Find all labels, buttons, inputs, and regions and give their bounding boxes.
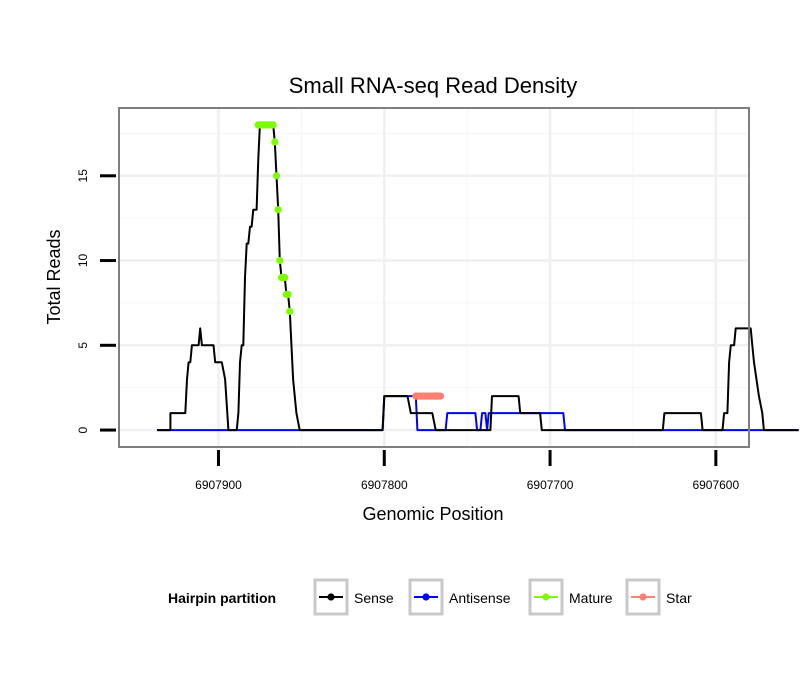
series-mature-point-19 — [286, 307, 294, 315]
legend-entry-star: Star — [625, 578, 692, 616]
legend-key-dot — [542, 593, 550, 601]
legend-label: Antisense — [449, 590, 511, 606]
legend-label: Mature — [569, 590, 613, 606]
grid-lines — [119, 108, 749, 447]
legend-key-dot — [327, 593, 335, 601]
legend-label: Star — [666, 590, 692, 606]
legend-label: Sense — [354, 590, 394, 606]
series-mature-point-13 — [276, 256, 284, 265]
legend-entry-sense: Sense — [313, 578, 394, 616]
series-mature-point-18 — [284, 290, 292, 298]
y-tick-label-2: 10 — [76, 254, 90, 268]
x-tick-label-2: 6907700 — [527, 478, 574, 492]
series-layer — [157, 121, 799, 432]
legend-key-dot — [639, 593, 647, 601]
legend-entry-antisense: Antisense — [408, 578, 511, 616]
series-mature-point-9 — [269, 121, 277, 129]
series-mature-point-16 — [281, 273, 289, 282]
chart-title: Small RNA-seq Read Density — [289, 73, 578, 98]
x-axis-title: Genomic Position — [362, 504, 503, 524]
y-axis-title: Total Reads — [44, 229, 64, 324]
series-star-points — [412, 392, 445, 400]
series-mature-points — [254, 121, 294, 315]
legend-entries: Sense Antisense Mature Star — [313, 578, 692, 616]
x-tick-label-1: 6907800 — [361, 478, 408, 492]
y-tick-label-3: 15 — [76, 169, 90, 183]
legend-key-dot — [422, 593, 430, 601]
series-mature-point-12 — [274, 206, 282, 214]
plot-panel-border — [118, 107, 750, 448]
x-axis: 6907900 6907800 6907700 6907600 — [195, 450, 739, 492]
series-mature-point-10 — [271, 138, 279, 146]
plot-panel-background — [119, 108, 749, 447]
legend-entry-mature: Mature — [528, 578, 613, 616]
plot-area — [118, 107, 799, 448]
legend: Hairpin partition Sense Antisense Mature St… — [168, 578, 692, 616]
series-mature-point-11 — [272, 172, 281, 180]
y-tick-label-0: 0 — [76, 426, 90, 433]
x-tick-label-0: 6907900 — [195, 478, 242, 492]
y-tick-label-1: 5 — [76, 342, 90, 349]
y-axis: 0 5 10 15 — [76, 169, 116, 433]
x-tick-label-3: 6907600 — [692, 478, 739, 492]
series-star-point-15 — [437, 392, 445, 400]
legend-title: Hairpin partition — [168, 590, 276, 606]
